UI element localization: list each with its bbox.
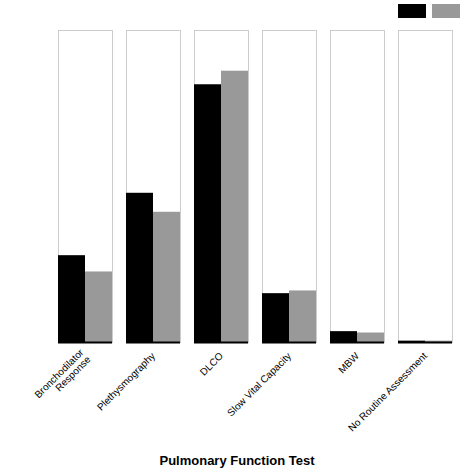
svg-text:No Routine Assessment: No Routine Assessment (346, 350, 429, 433)
html-text:Pulmonary Function Test: Pulmonary Function Test (159, 453, 315, 468)
svg-text:MBW: MBW (336, 350, 361, 375)
svg-text:BronchodilatorResponse: BronchodilatorResponse (32, 346, 93, 407)
svg-text:Slow Vital Capacity: Slow Vital Capacity (225, 350, 293, 418)
svg-text:DLCO: DLCO (198, 350, 226, 378)
svg-text:Plethysmography: Plethysmography (95, 350, 157, 412)
